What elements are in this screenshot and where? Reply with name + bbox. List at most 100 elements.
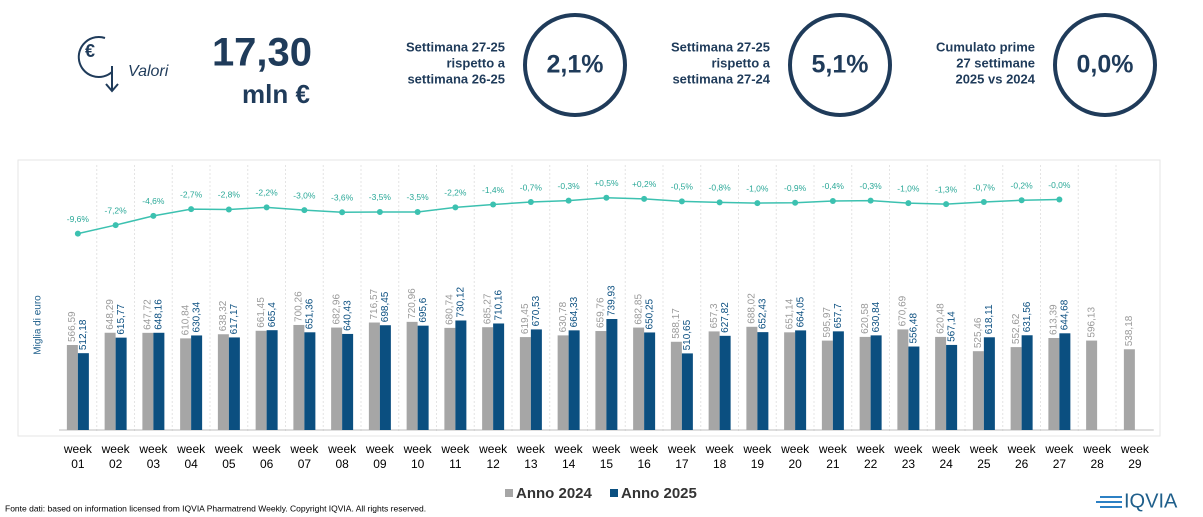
y-axis-label: Miglia di euro xyxy=(33,295,44,355)
bar-value-label: 664,33 xyxy=(569,296,580,327)
x-tick-label: week 06 xyxy=(252,442,282,471)
bar-value-label: 661,45 xyxy=(256,297,267,328)
line-point xyxy=(490,201,497,208)
x-tick-label: week 18 xyxy=(705,442,735,471)
legend-label: Anno 2024 xyxy=(516,485,593,502)
bar-value-label: 512,18 xyxy=(78,319,89,350)
bar xyxy=(784,332,796,430)
line-point xyxy=(74,230,81,237)
bar xyxy=(595,331,607,430)
kpi-value: 0,0% xyxy=(1077,51,1134,79)
x-tick-label: week 15 xyxy=(591,442,621,471)
bar-value-label: 620,58 xyxy=(860,303,871,334)
plot-frame xyxy=(17,159,1161,437)
bar-value-label: 630,84 xyxy=(871,301,882,332)
kpi-value: 2,1% xyxy=(547,51,604,79)
bar-value-label: 631,56 xyxy=(1022,301,1033,332)
line-value-label: -0,0% xyxy=(1048,180,1071,190)
bar-value-label: 657,3 xyxy=(709,303,720,328)
line-value-label: -3,5% xyxy=(407,192,430,202)
bar-value-label: 739,93 xyxy=(607,285,618,316)
line-point xyxy=(905,200,912,207)
bar xyxy=(444,327,456,430)
bar-value-label: 664,05 xyxy=(795,296,806,327)
bar xyxy=(482,327,494,430)
line-point xyxy=(188,206,195,213)
x-tick-label: week 26 xyxy=(1007,442,1037,471)
x-tick-label: week 14 xyxy=(554,442,584,471)
line-point xyxy=(792,199,799,206)
bar xyxy=(795,330,807,430)
x-tick-label: week 05 xyxy=(214,442,244,471)
bar-value-label: 670,53 xyxy=(531,295,542,326)
line-value-label: -0,5% xyxy=(671,182,694,192)
kpi-caption: 2025 vs 2024 xyxy=(955,71,1035,86)
bar xyxy=(104,332,116,430)
bar xyxy=(821,340,833,430)
bar-value-label: 538,18 xyxy=(1124,315,1135,346)
bar xyxy=(255,330,267,430)
line-value-label: -4,6% xyxy=(142,196,165,206)
legend-swatch xyxy=(610,489,618,497)
line-value-label: -0,3% xyxy=(860,181,883,191)
bar-value-label: 566,59 xyxy=(67,311,78,342)
bar-value-label: 588,17 xyxy=(671,308,682,339)
line-point xyxy=(225,206,232,213)
bar-value-label: 618,11 xyxy=(984,304,995,334)
bar xyxy=(859,336,871,430)
kpi-caption: 27 settimane xyxy=(956,55,1035,70)
bar xyxy=(946,344,958,430)
line-point xyxy=(943,201,950,208)
bar xyxy=(331,327,343,430)
bar-value-label: 567,14 xyxy=(946,311,957,342)
bar-value-label: 647,72 xyxy=(143,299,154,330)
bar-value-label: 652,43 xyxy=(758,298,769,329)
bar-value-label: 695,6 xyxy=(418,297,429,322)
bar xyxy=(832,331,844,430)
bar xyxy=(708,331,720,430)
bar-value-label: 670,69 xyxy=(898,295,909,326)
line-value-label: -0,7% xyxy=(973,182,996,192)
kpi-caption: settimana 26-25 xyxy=(407,71,505,86)
bar-value-label: 619,45 xyxy=(520,303,531,334)
x-tick-label: week 10 xyxy=(403,442,433,471)
bar-value-label: 682,96 xyxy=(331,294,342,325)
line-point xyxy=(112,222,119,229)
bar-value-label: 617,17 xyxy=(229,303,240,334)
bar xyxy=(379,325,391,430)
line-value-label: -2,8% xyxy=(218,190,241,200)
line-point xyxy=(603,194,610,201)
bar xyxy=(935,336,947,430)
line-point xyxy=(263,204,270,211)
bar-value-label: 510,65 xyxy=(682,319,693,350)
bar xyxy=(644,332,656,430)
line-point xyxy=(754,200,761,207)
legend-label: Anno 2025 xyxy=(621,485,697,502)
legend-swatch xyxy=(505,489,513,497)
line-value-label: -0,8% xyxy=(709,183,732,193)
bar-value-label: 630,34 xyxy=(191,301,202,332)
bar xyxy=(746,326,758,430)
bar-value-label: 700,26 xyxy=(294,291,305,322)
bar xyxy=(719,335,731,430)
line-point xyxy=(980,199,987,206)
kpi-circle xyxy=(1053,13,1157,117)
line-value-label: -0,2% xyxy=(1011,181,1034,191)
bar xyxy=(870,335,882,430)
bar xyxy=(757,332,769,430)
x-tick-label: week 29 xyxy=(1120,442,1150,471)
euro-sign: € xyxy=(85,41,95,61)
bar xyxy=(417,325,429,430)
bar-value-label: 720,96 xyxy=(407,288,418,319)
line-value-label: -1,4% xyxy=(482,185,505,195)
bar xyxy=(293,324,305,430)
bar xyxy=(1123,349,1135,430)
x-tick-label: week 07 xyxy=(289,442,319,471)
bar xyxy=(191,335,203,430)
x-tick-label: week 11 xyxy=(440,442,470,471)
total-unit: mln € xyxy=(242,79,310,109)
bar xyxy=(368,322,380,430)
bar xyxy=(406,321,418,430)
bar xyxy=(568,330,580,430)
line-point xyxy=(150,212,157,219)
